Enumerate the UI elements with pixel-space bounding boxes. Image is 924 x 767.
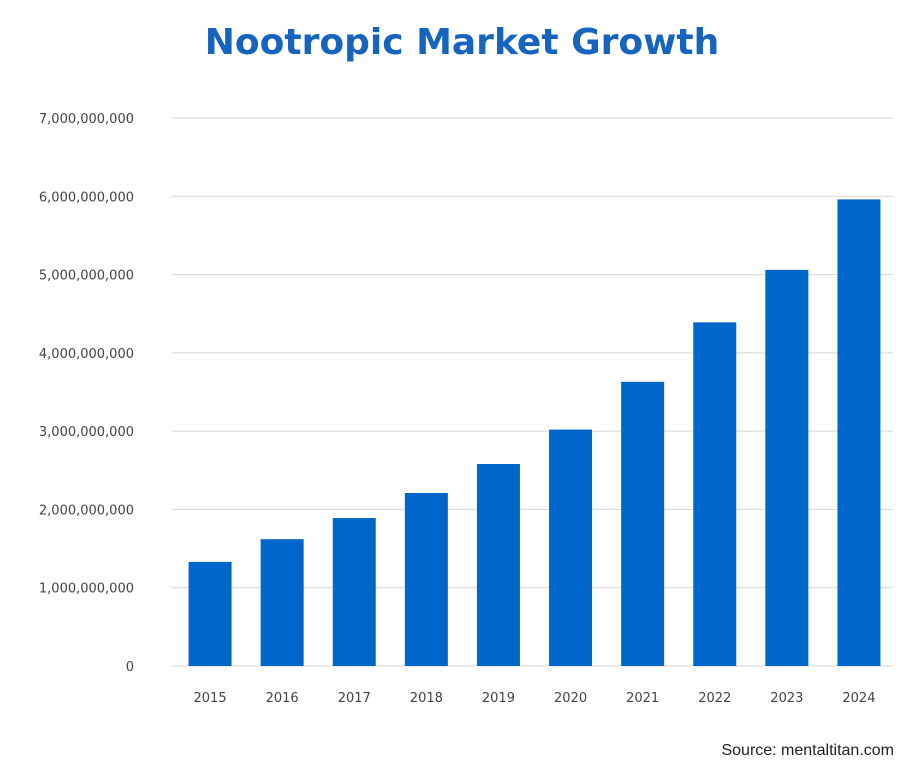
x-tick-label: 2016 [266,691,299,706]
x-tick-label: 2017 [338,691,371,706]
y-tick-label: 3,000,000,000 [39,425,134,440]
source-note: Source: mentaltitan.com [721,742,894,759]
bar-2023 [765,269,809,666]
y-tick-label: 7,000,000,000 [39,112,134,127]
bar-2020 [549,429,593,666]
bar-2024 [837,199,881,666]
chart-title: Nootropic Market Growth [204,22,720,63]
y-tick-label: 2,000,000,000 [39,503,134,518]
x-tick-label: 2022 [698,691,731,706]
x-tick-label: 2020 [554,691,587,706]
bar-2021 [621,381,665,666]
x-tick-label: 2019 [482,691,515,706]
y-tick-label: 5,000,000,000 [39,269,134,284]
y-axis-ticks: 0 1,000,000,000 2,000,000,000 3,000,000,000… [39,112,134,675]
bar-2018 [404,492,448,666]
bar-2019 [476,464,520,666]
y-tick-label: 0 [126,660,134,675]
bar-2015 [188,561,232,666]
bars [188,199,881,666]
x-tick-label: 2018 [410,691,443,706]
y-tick-label: 4,000,000,000 [39,347,134,362]
y-tick-label: 1,000,000,000 [39,582,134,597]
y-tick-label: 6,000,000,000 [39,190,134,205]
bar-2022 [693,322,737,666]
x-axis-ticks: 2015 2016 2017 2018 2019 2020 2021 2022 2023 2024 [194,691,876,706]
x-tick-label: 2021 [626,691,659,706]
x-tick-label: 2024 [842,691,875,706]
bar-2017 [332,518,376,666]
bar-2016 [260,539,304,666]
x-tick-label: 2015 [194,691,227,706]
x-tick-label: 2023 [770,691,803,706]
